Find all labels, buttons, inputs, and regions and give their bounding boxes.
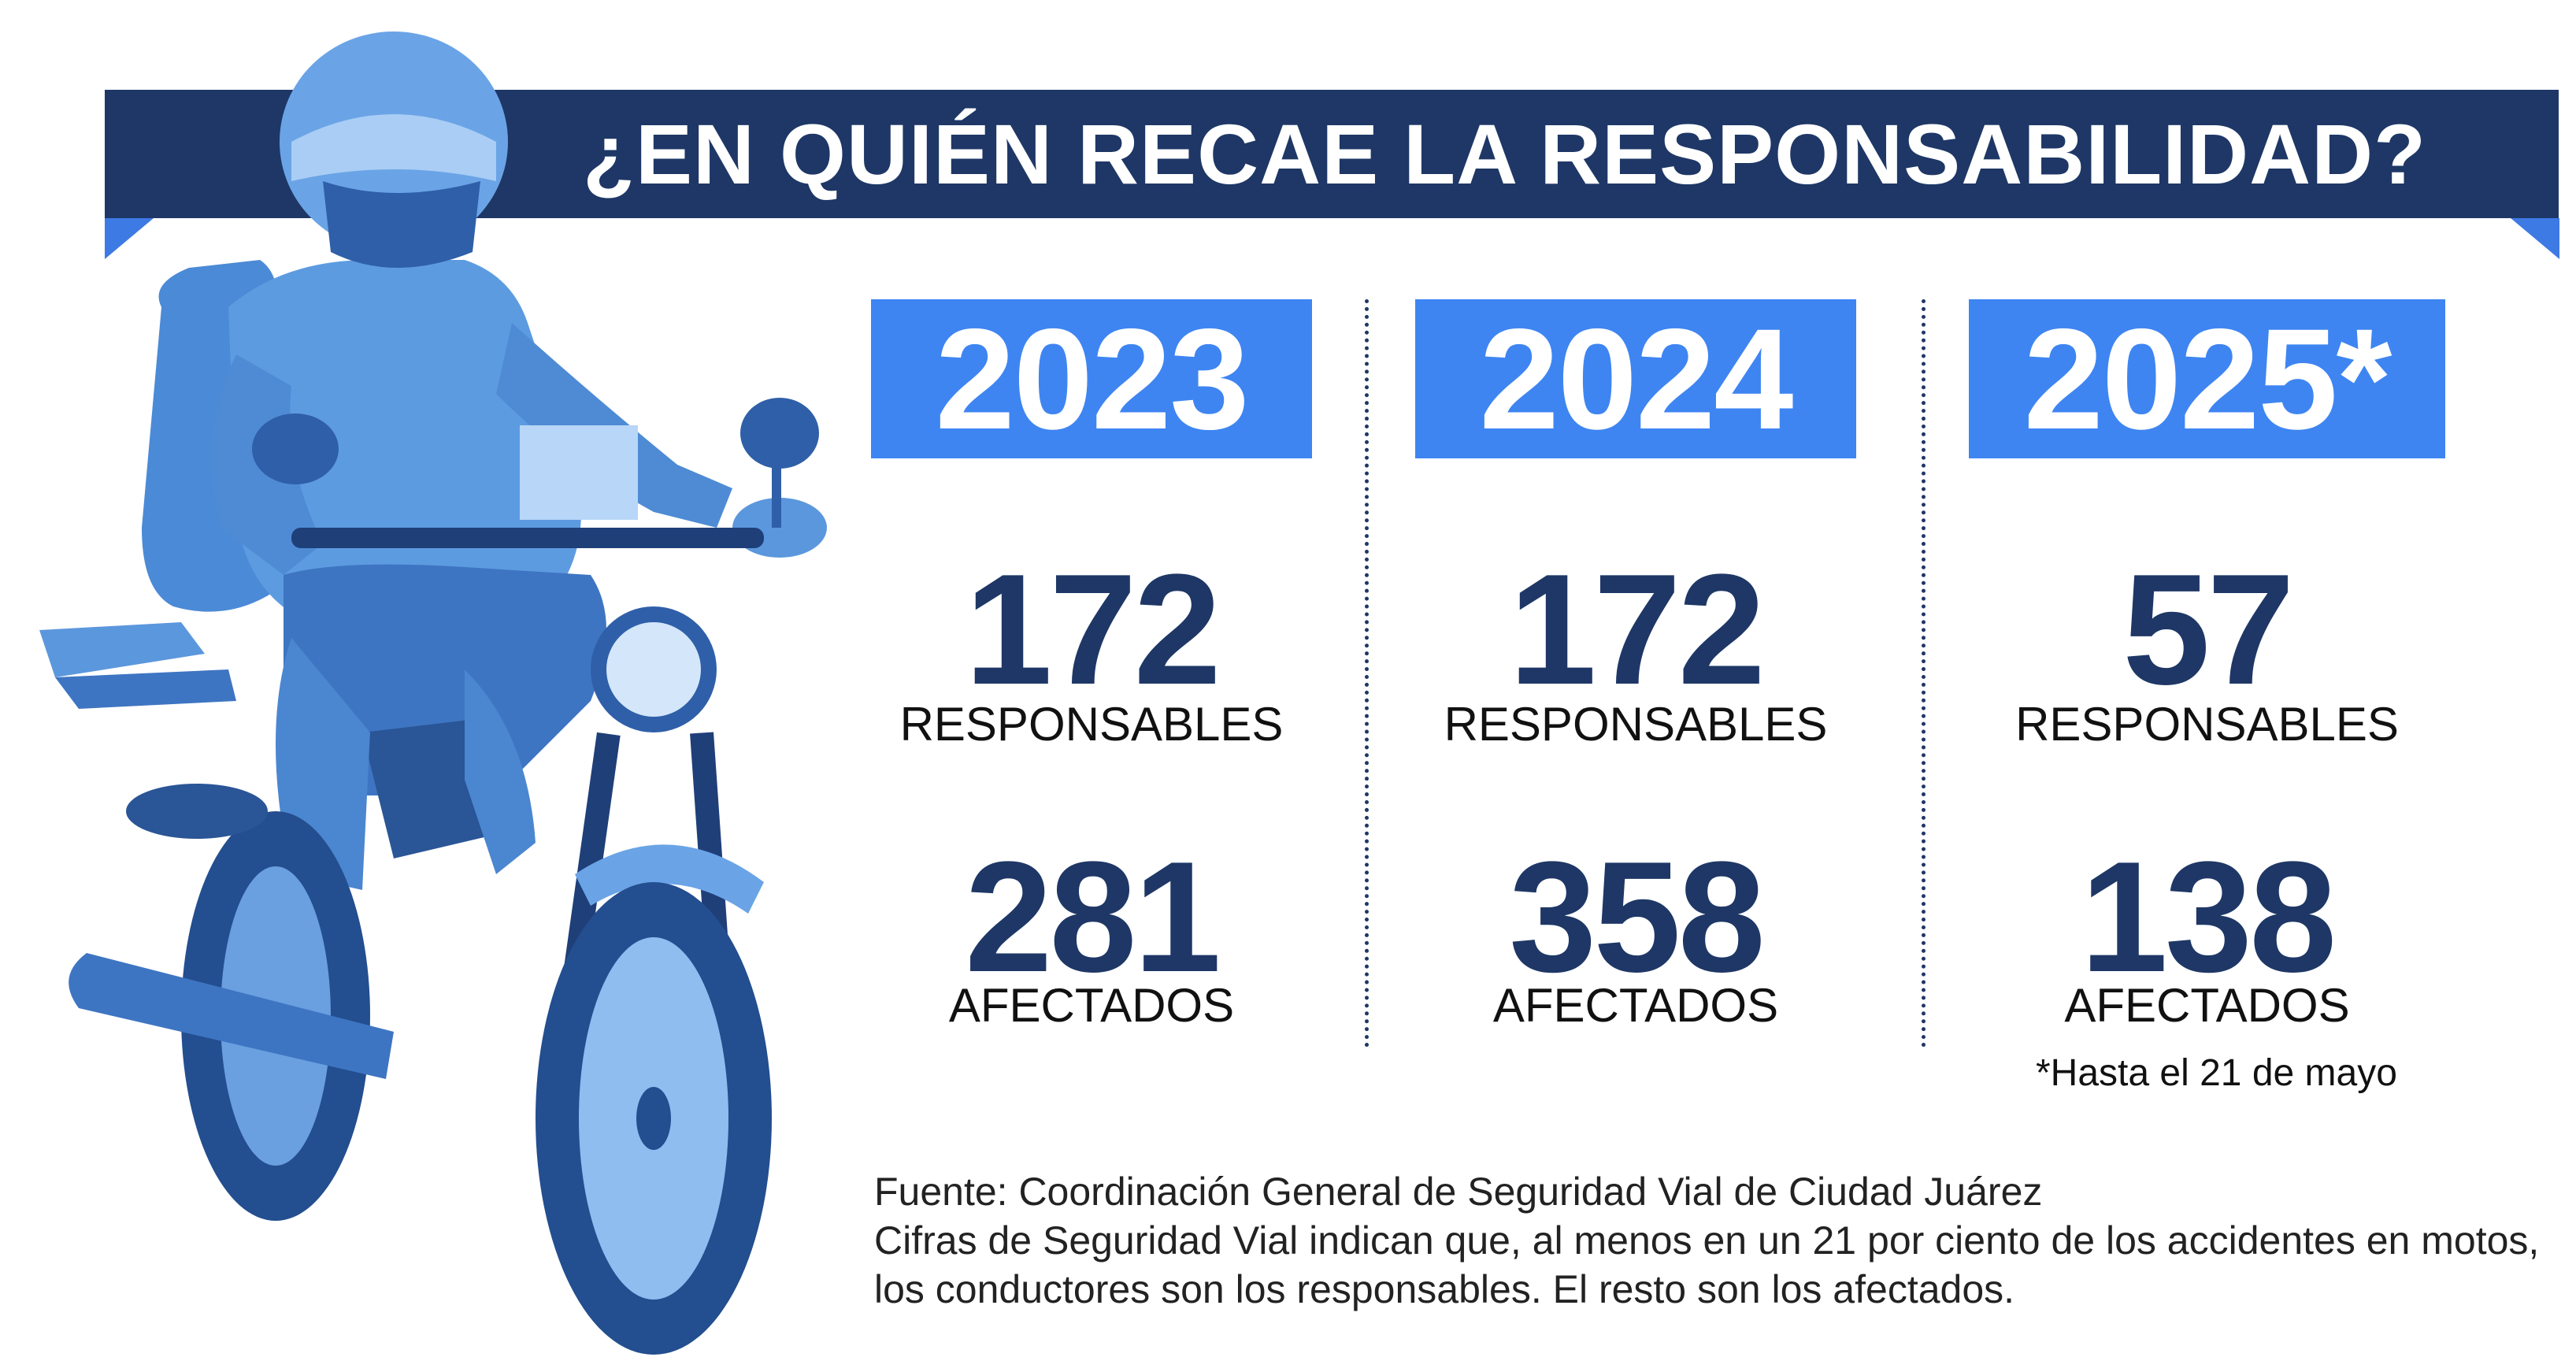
source-description: Cifras de Seguridad Vial indican que, al… (874, 1218, 2540, 1311)
column-divider (1922, 299, 1926, 1048)
afectados-label: AFECTADOS (1492, 979, 1779, 1032)
responsables-count: 172 (965, 542, 1221, 718)
source-note: Fuente: Coordinación General de Segurida… (874, 1167, 2559, 1314)
afectados-label: AFECTADOS (2064, 979, 2350, 1032)
stats-column-2024: 2024 172 RESPONSABLES 358 AFECTADOS (1415, 299, 1903, 1103)
responsables-label: RESPONSABLES (1444, 698, 1828, 751)
responsables-count: 172 (1509, 542, 1766, 718)
responsables-count: 57 (2122, 542, 2294, 718)
year-badge: 2023 (871, 299, 1312, 458)
year-badge: 2024 (1415, 299, 1856, 458)
column-divider (1365, 299, 1369, 1048)
afectados-count: 138 (2080, 829, 2337, 1005)
afectados-count: 358 (1509, 829, 1766, 1005)
year-badge: 2025* (1969, 299, 2445, 458)
responsables-label: RESPONSABLES (899, 698, 1284, 751)
responsables-label: RESPONSABLES (2015, 698, 2399, 751)
stats-column-2025: 2025* 57 RESPONSABLES 138 AFECTADOS (1969, 299, 2457, 1103)
stats-column-2023: 2023 172 RESPONSABLES 281 AFECTADOS (871, 299, 1359, 1103)
footnote: *Hasta el 21 de mayo (2036, 1052, 2397, 1094)
title-banner (105, 90, 2559, 218)
page-title: ¿EN QUIÉN RECAE LA RESPONSABILIDAD? (583, 106, 2427, 202)
afectados-count: 281 (965, 829, 1221, 1005)
afectados-label: AFECTADOS (948, 979, 1235, 1032)
ribbon-fold-left (105, 218, 154, 259)
source-line: Fuente: Coordinación General de Segurida… (874, 1170, 2043, 1214)
ribbon-fold-right (2511, 218, 2559, 259)
motorcyclist-icon (39, 32, 827, 1355)
